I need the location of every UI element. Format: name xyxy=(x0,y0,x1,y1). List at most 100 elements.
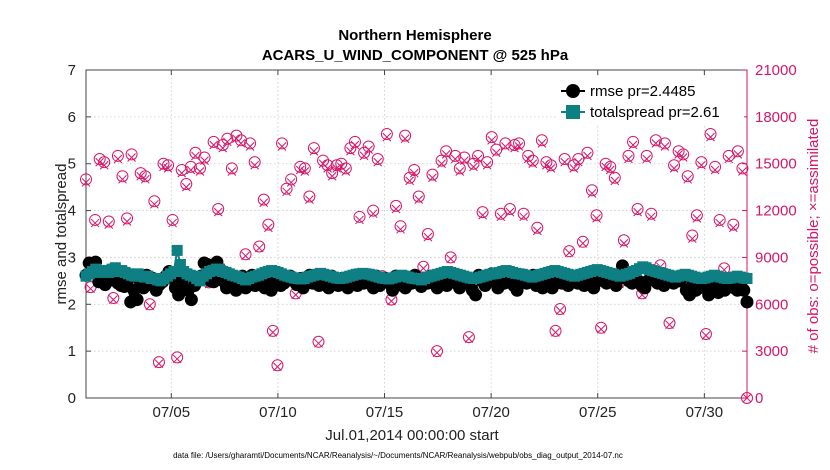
obs-possible-point xyxy=(513,137,526,150)
obs-assimilated-point xyxy=(505,207,515,217)
obs-assimilated-point xyxy=(710,165,720,175)
obs-assimilated-point xyxy=(346,146,355,156)
obs-assimilated-point xyxy=(701,331,711,340)
obs-possible-point xyxy=(166,213,179,226)
obs-assimilated-point xyxy=(496,212,506,222)
obs-possible-point xyxy=(631,203,644,216)
obs-possible-point xyxy=(271,359,284,372)
obs-assimilated-point xyxy=(633,207,642,217)
obs-assimilated-point xyxy=(583,151,592,161)
obs-possible-point xyxy=(544,159,557,172)
obs-possible-point xyxy=(658,137,671,150)
obs-assimilated-point xyxy=(113,154,123,164)
obs-assimilated-point xyxy=(437,159,446,169)
obs-possible-point xyxy=(198,151,211,164)
obs-assimilated-point xyxy=(341,167,351,176)
obs-assimilated-point xyxy=(218,143,228,153)
y-left-tick-label: 6 xyxy=(68,109,76,126)
obs-assimilated-point xyxy=(578,239,588,248)
x-axis-label: Jul.01,2014 00:00:00 start xyxy=(325,427,499,444)
obs-assimilated-point xyxy=(145,301,155,311)
obs-assimilated-point xyxy=(300,167,310,176)
obs-assimilated-point xyxy=(108,295,118,304)
obs-assimilated-point xyxy=(478,210,487,220)
obs-possible-point xyxy=(449,149,462,162)
obs-possible-point xyxy=(80,173,92,186)
obs-possible-point xyxy=(590,209,603,222)
y-axis-left-ticks: 0 1 2 3 4 5 6 7 xyxy=(68,62,91,407)
obs-possible-point xyxy=(741,392,753,404)
legend-spread-marker xyxy=(566,105,580,119)
obs-assimilated-point xyxy=(587,189,597,198)
obs-assimilated-point xyxy=(706,132,715,142)
obs-assimilated-point xyxy=(742,393,752,403)
rmse-point xyxy=(740,295,754,309)
rmse-point xyxy=(184,293,198,307)
obs-assimilated-point xyxy=(154,359,164,368)
obs-possible-point xyxy=(686,229,699,242)
grid-lines xyxy=(86,70,747,398)
obs-assimilated-point xyxy=(191,151,200,161)
obs-possible-point xyxy=(312,335,325,348)
obs-possible-point xyxy=(212,203,225,216)
obs-possible-point xyxy=(645,207,658,220)
obs-possible-point xyxy=(248,156,261,169)
obs-possible-point xyxy=(567,159,580,172)
obs-assimilated-point xyxy=(118,174,127,184)
x-tick-label: 07/20 xyxy=(472,404,510,421)
obs-assimilated-point xyxy=(373,157,383,167)
obs-assimilated-point xyxy=(409,168,419,178)
legend: rmse pr=2.4485 totalspread pr=2.61 xyxy=(556,78,744,126)
obs-possible-point xyxy=(175,163,188,176)
obs-possible-point xyxy=(348,135,361,148)
obs-assimilated-point xyxy=(314,338,323,348)
obs-possible-point xyxy=(604,160,617,173)
y-right-tick-label: 15000 xyxy=(755,156,797,173)
totalspread-point xyxy=(741,273,753,285)
obs-possible-point xyxy=(668,159,681,172)
obs-possible-point xyxy=(157,157,170,170)
x-tick-label: 07/10 xyxy=(259,404,297,421)
obs-assimilated-point xyxy=(273,362,282,372)
obs-possible-point xyxy=(389,199,402,212)
obs-assimilated-point xyxy=(450,154,460,164)
totalspread-point xyxy=(171,244,183,256)
obs-assimilated-point xyxy=(241,251,250,261)
obs-assimilated-point xyxy=(624,154,633,164)
y-left-tick-label: 2 xyxy=(68,296,76,313)
obs-assimilated-point xyxy=(177,168,187,178)
y-right-tick-label: 9000 xyxy=(755,249,788,266)
obs-assimilated-point xyxy=(432,348,442,358)
obs-possible-point xyxy=(353,210,366,223)
obs-possible-point xyxy=(193,162,206,175)
obs-assimilated-point xyxy=(537,139,547,148)
obs-possible-point xyxy=(111,149,124,162)
y-right-tick-label: 12000 xyxy=(755,203,797,220)
obs-assimilated-point xyxy=(596,324,606,334)
y-right-tick-label: 3000 xyxy=(755,343,788,360)
y-right-tick-label: 6000 xyxy=(755,296,788,313)
obs-possible-point xyxy=(526,154,539,167)
obs-assimilated-point xyxy=(168,218,177,228)
obs-assimilated-point xyxy=(254,243,264,253)
obs-assimilated-point xyxy=(186,165,196,175)
obs-possible-point xyxy=(499,137,512,150)
obs-possible-point xyxy=(171,351,184,364)
obs-assimilated-point xyxy=(446,254,456,264)
obs-possible-point xyxy=(531,221,544,234)
obs-possible-point xyxy=(727,218,740,231)
obs-assimilated-point xyxy=(569,164,579,173)
obs-assimilated-point xyxy=(382,132,392,142)
obs-possible-point xyxy=(695,156,708,169)
obs-assimilated-point xyxy=(387,296,396,306)
obs-possible-point xyxy=(253,240,266,253)
obs-assimilated-point xyxy=(227,167,237,176)
obs-assimilated-point xyxy=(236,139,246,148)
obs-assimilated-point xyxy=(669,164,679,173)
obs-assimilated-point xyxy=(528,159,538,169)
obs-assimilated-point xyxy=(441,149,451,159)
obs-possible-point xyxy=(98,156,111,169)
obs-count-series xyxy=(80,128,753,404)
obs-assimilated-point xyxy=(327,171,337,181)
rmse-point xyxy=(510,283,524,297)
